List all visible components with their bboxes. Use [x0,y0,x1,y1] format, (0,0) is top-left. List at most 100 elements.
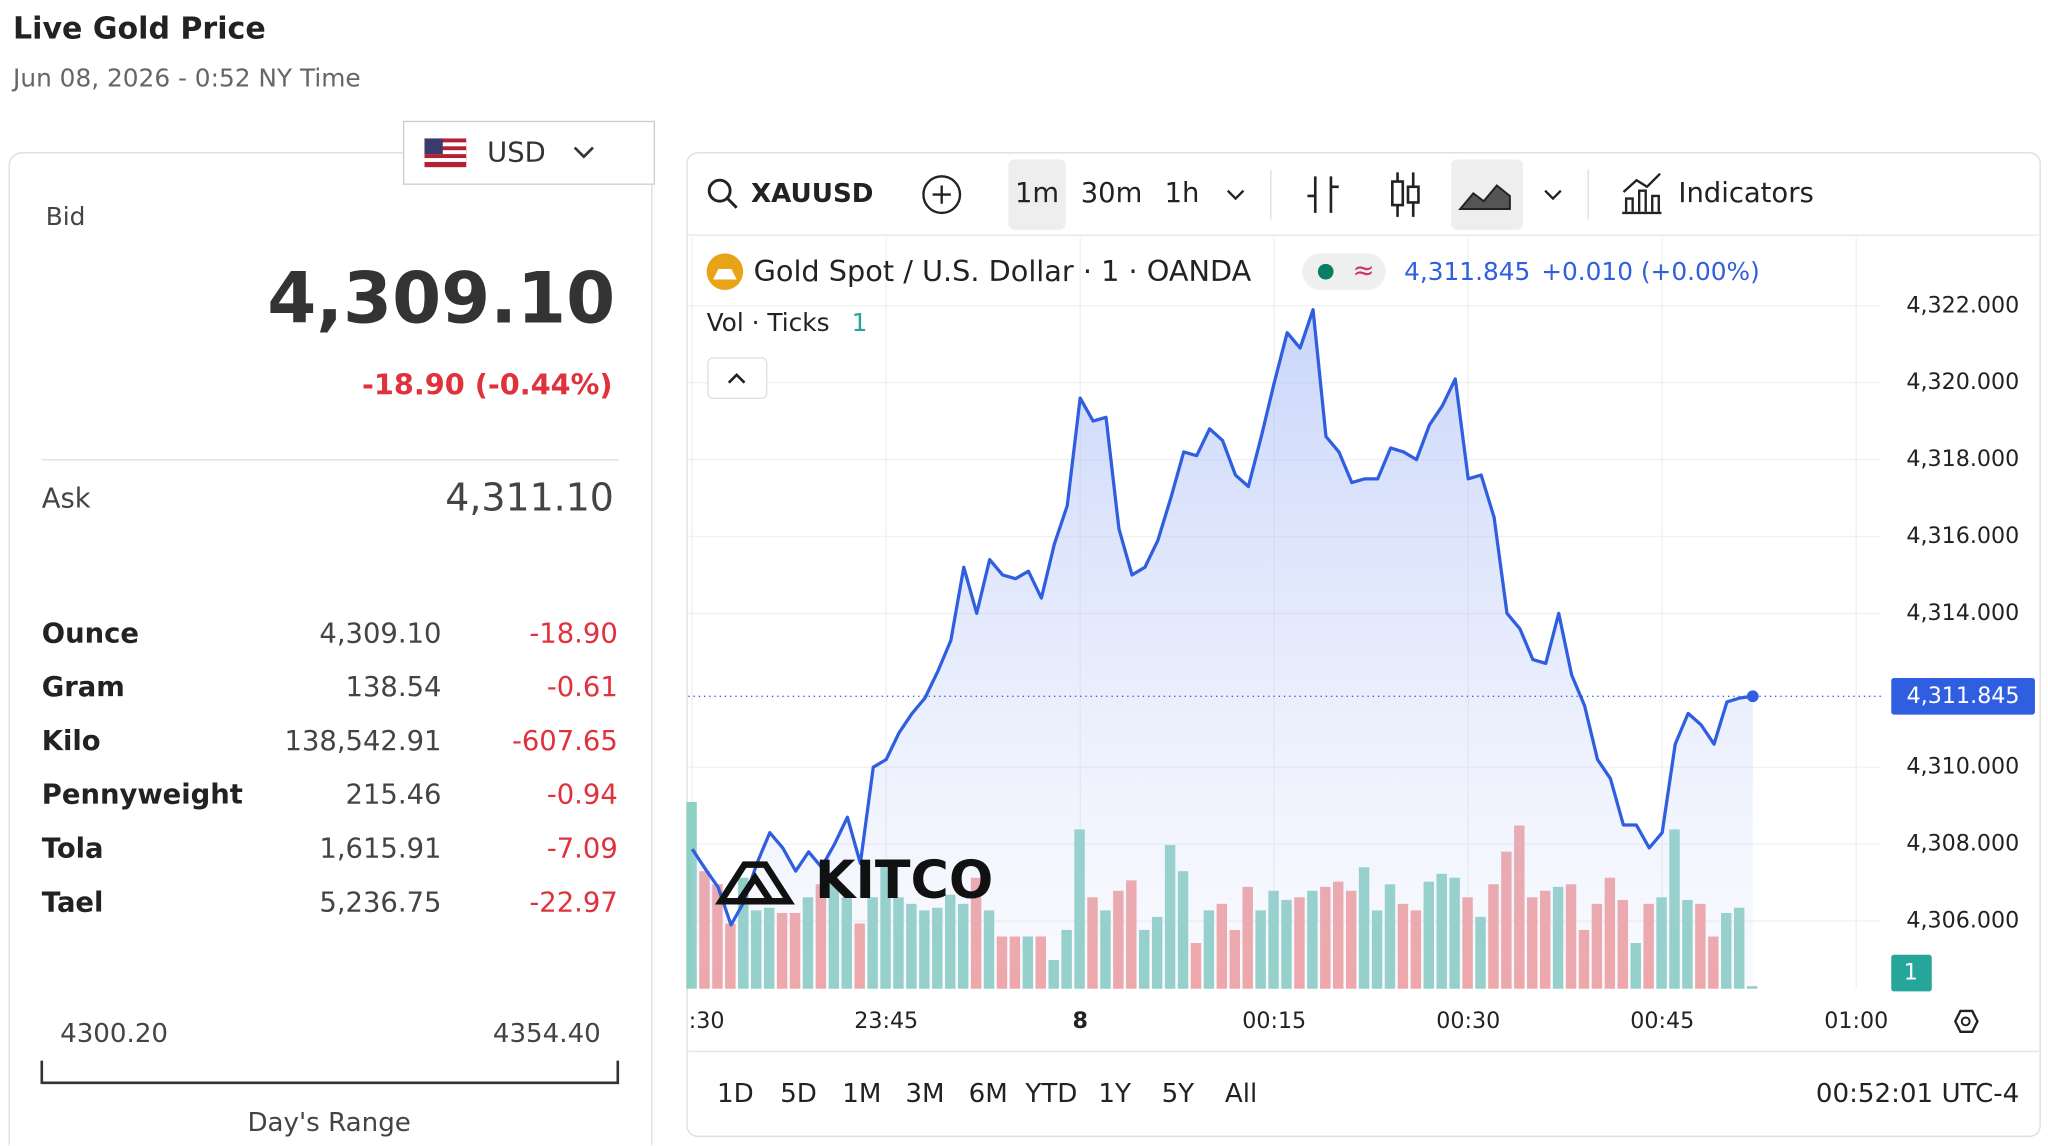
area-active[interactable] [1451,159,1523,230]
candle-body [1406,185,1420,204]
period[interactable]: 5Y [1162,1079,1195,1109]
unit-change: -0.94 [547,780,618,811]
period[interactable]: 1M [842,1079,881,1109]
volume-badge-label: 1 [1904,960,1918,986]
unit-name: Tola [42,834,104,865]
period[interactable]: 3M [905,1079,944,1109]
currency[interactable]: USD [487,138,546,169]
y-tick-label: 4,320.000 [1906,369,2019,395]
range-label: Day's Range [247,1108,410,1138]
period[interactable]: 1Y [1098,1079,1131,1109]
area [692,309,1753,989]
candle-body [1391,180,1405,207]
date: Jun 08, 2026 - 0:52 NY Time [11,64,361,93]
collapse-button[interactable] [707,357,768,400]
currency-select[interactable]: USD [402,120,656,185]
intervals: 1m 30m 1h [1015,178,1199,209]
chevron [573,146,594,159]
interval-active [1008,159,1066,230]
period[interactable]: 1D [717,1079,754,1109]
unit-change: -18.90 [529,618,617,649]
plus [932,185,951,204]
status-pill [1302,253,1386,290]
chart-frame [686,152,2041,1137]
last-price-label: 4,311.845 [1907,683,2020,709]
volume-bar [686,801,697,989]
unit-price: 4,309.10 [319,618,441,649]
unit-price: 1,615.91 [319,834,441,865]
clock: 00:52:01 UTC-4 [1816,1079,2019,1109]
x-tick-label: 00:45 [1630,1008,1694,1034]
ask: 4,311.10 [445,476,614,520]
volume-legend: Vol · Ticks [707,308,830,337]
y-tick-label: 4,316.000 [1906,523,2019,549]
range-low: 4300.20 [60,1019,168,1049]
ask-label: Ask [42,484,91,515]
status-wave: ≈ [1353,256,1375,286]
x-tick-label: 23:45 [854,1008,918,1034]
unit-name: Tael [42,887,104,918]
add-button[interactable] [922,175,962,215]
x-tick-label: :30 [689,1008,725,1034]
unit-name: Gram [42,672,125,703]
chevron [727,373,746,384]
last-price-box [1891,677,2035,715]
y-tick-label: 4,322.000 [1906,292,2019,318]
flag-stripe [424,158,467,162]
unit-change: -0.61 [547,672,618,703]
bid: 4,309.10 [267,258,615,340]
interval[interactable]: 1h [1165,178,1200,209]
legend-title: Gold Spot / U.S. Dollar · 1 · OANDA [754,254,1252,288]
volume-badge [1891,954,1932,992]
watermark: KITCO [714,851,993,911]
periods: 1D 5D 1M 3M 6M YTD 1Y 5Y All [717,1079,1257,1109]
period[interactable]: All [1225,1079,1257,1109]
settings-icon[interactable] [1953,1009,1979,1034]
y-tick-label: 4,310.000 [1906,754,2019,780]
unit-price: 138.54 [346,672,442,703]
unit-price: 138,542.91 [285,726,442,757]
interval[interactable]: 30m [1081,178,1143,209]
indicators[interactable]: Indicators [1678,178,1813,209]
x-tick-label: 00:15 [1242,1008,1306,1034]
price-line [690,308,1754,927]
plot: 4,306.000 4,308.000 4,310.000 4,314.000 4,31… [686,237,2035,1034]
unit-table: Ounce 4,309.10 -18.90 Gram 138.54 -0.61 Kilo 13… [42,618,618,918]
symbol[interactable]: XAUUSD [751,179,873,209]
unit-name: Kilo [42,726,101,757]
status-dot [1317,263,1334,280]
indicators-icon[interactable] [1622,172,1662,215]
legend-change: +0.010 (+0.00%) [1541,257,1760,286]
chevron[interactable] [1226,189,1245,201]
settings-dot [1960,1016,1971,1027]
period[interactable]: 6M [969,1079,1008,1109]
range-high: 4354.40 [493,1019,601,1049]
unit-name: Pennyweight [42,780,243,811]
logo [714,861,795,905]
unit-change: -607.65 [512,726,618,757]
period[interactable]: 5D [780,1079,817,1109]
flag-stripe [424,150,467,155]
bars-icon[interactable] [1307,176,1339,213]
x-tick-label: 8 [1072,1008,1087,1034]
range-bar [40,1060,620,1085]
y-tick-label: 4,318.000 [1906,446,2019,472]
chevron[interactable] [1544,189,1562,201]
gold-bar [713,269,737,280]
area-icon [1458,184,1511,210]
interval[interactable]: 1m [1015,178,1059,209]
flag-stripe [424,142,467,147]
unit-name: Ounce [42,618,139,649]
search-icon-handle [726,197,738,209]
period[interactable]: YTD [1024,1079,1077,1109]
x-tick-label: 00:30 [1436,1008,1500,1034]
unit-change: -7.09 [547,834,618,865]
search-icon[interactable] [707,178,732,203]
x-tick-label: 01:00 [1824,1008,1888,1034]
watermark-text: KITCO [815,851,993,911]
y-tick-label: 4,314.000 [1906,600,2019,626]
bid-change: -18.90 (-0.44%) [362,368,613,402]
y-tick-label: 4,308.000 [1906,831,2019,857]
